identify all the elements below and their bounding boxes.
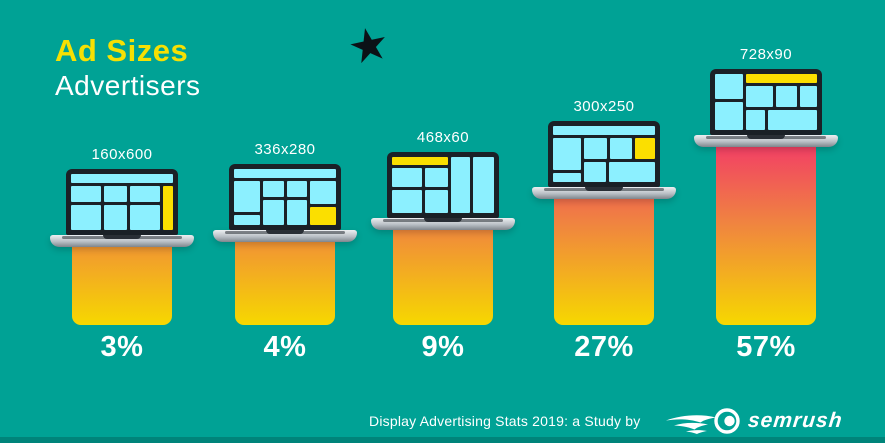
percent-label: 27% <box>574 331 634 363</box>
webpage-header-block <box>234 169 336 178</box>
laptop-illustration <box>371 152 515 230</box>
laptop-base <box>50 235 194 247</box>
skyscraper-ad-block <box>162 186 173 230</box>
ad-size-label: 300x250 <box>573 98 635 115</box>
laptop-illustration <box>213 164 357 242</box>
laptop-base <box>532 187 676 199</box>
bar-728x90 <box>716 140 816 325</box>
percent-label: 57% <box>736 331 796 363</box>
ad-size-column-468x60: 468x60 9% <box>358 0 528 443</box>
ad-size-label: 336x280 <box>254 141 316 158</box>
percent-label: 3% <box>100 331 144 363</box>
laptop-screen <box>66 169 178 235</box>
rectangle-ad-block <box>310 206 336 225</box>
laptop-base <box>694 135 838 147</box>
laptop-illustration <box>50 169 194 247</box>
bar-300x250 <box>554 192 654 325</box>
laptop-base <box>371 218 515 230</box>
semrush-flame-ball-icon <box>666 408 741 434</box>
laptop-illustration <box>694 69 838 147</box>
footer-caption: Display Advertising Stats 2019: a Study … <box>369 413 641 429</box>
laptop-screen <box>710 69 822 135</box>
percent-label: 9% <box>421 331 465 363</box>
ad-size-column-160x600: 160x600 3% <box>37 0 207 443</box>
webpage-header-block <box>71 174 173 183</box>
bar-468x60 <box>393 223 493 325</box>
webpage-header-block <box>553 126 655 135</box>
semrush-wordmark: semrush <box>747 409 845 432</box>
rectangle-ad-block <box>635 138 655 160</box>
page-subtitle: Advertisers <box>55 70 201 102</box>
ad-size-label: 160x600 <box>91 146 153 163</box>
percent-label: 4% <box>263 331 307 363</box>
page-title: Ad Sizes <box>55 33 189 68</box>
laptop-illustration <box>532 121 676 199</box>
ad-size-label: 468x60 <box>416 129 470 146</box>
laptop-screen <box>548 121 660 187</box>
banner-ad-block <box>392 157 448 165</box>
bottom-strip <box>0 437 885 443</box>
laptop-screen <box>229 164 341 230</box>
ad-size-label: 728x90 <box>739 46 793 63</box>
footer: Display Advertising Stats 2019: a Study … <box>369 408 845 434</box>
laptop-base <box>213 230 357 242</box>
ad-size-column-300x250: 300x250 <box>519 0 689 443</box>
ad-size-column-728x90: 728x90 <box>681 0 851 443</box>
leaderboard-ad-block <box>745 74 817 83</box>
bar-336x280 <box>235 235 335 325</box>
laptop-screen <box>387 152 499 218</box>
semrush-logo: semrush <box>666 408 845 434</box>
header: Ad Sizes Advertisers <box>55 33 201 102</box>
ad-size-column-336x280: 336x280 4% <box>200 0 370 443</box>
bar-160x600 <box>72 240 172 325</box>
